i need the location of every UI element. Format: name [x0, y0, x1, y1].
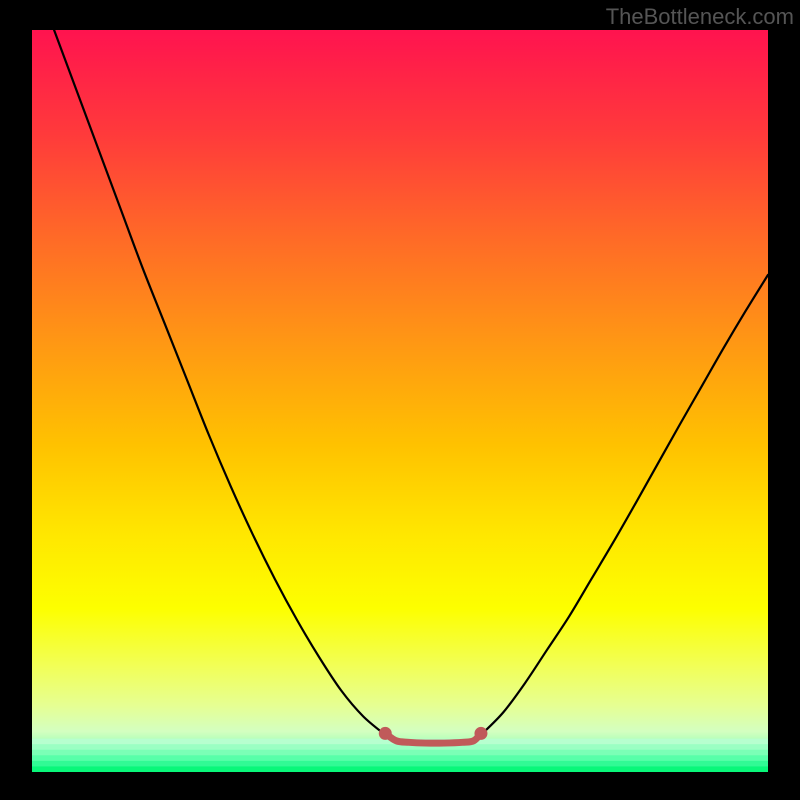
bottleneck-chart — [32, 30, 768, 772]
valley-endpoint-left — [379, 727, 392, 740]
gradient-background — [32, 30, 768, 772]
bottom-stripe — [32, 761, 768, 767]
valley-endpoint-right — [474, 727, 487, 740]
chart-frame: TheBottleneck.com — [0, 0, 800, 800]
bottom-stripe — [32, 750, 768, 756]
bottom-stripe — [32, 755, 768, 761]
watermark-text: TheBottleneck.com — [606, 4, 794, 30]
bottom-stripe — [32, 766, 768, 772]
